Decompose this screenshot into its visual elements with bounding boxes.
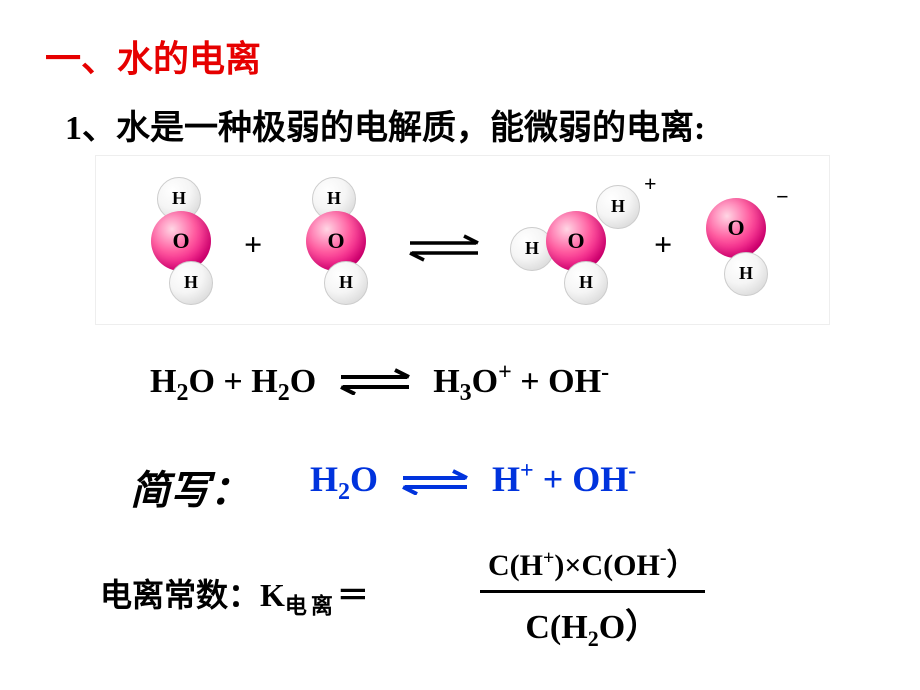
simplify-label: 简写： [130, 458, 250, 516]
eq2-rhs1: H+ [492, 459, 534, 499]
atom-label: O [306, 228, 366, 254]
ionization-constant-label: 电离常数：K电离＝ [100, 570, 369, 620]
plus-icon: + [654, 226, 672, 263]
eq2-plus: + [543, 459, 573, 499]
atom-label: O [546, 228, 606, 254]
equation-full: H2O + H2O H3O+ + OH- [150, 360, 609, 407]
equilibrium-arrow-icon [406, 234, 488, 264]
fraction-numerator: C(H+)×C(OH-） [480, 540, 705, 588]
eq1-rhs2: OH- [548, 363, 609, 400]
atom-label: H [324, 272, 368, 293]
atom-label: H [312, 188, 356, 209]
eq2-lhs: H2O [310, 459, 378, 499]
fraction-bar [480, 590, 705, 593]
const-prefix: 电离常数： [100, 577, 260, 613]
const-K-sub: 电离 [285, 593, 337, 618]
atom-label: H [169, 272, 213, 293]
eq1-lhs1: H2O [150, 363, 215, 400]
charge-plus: + [644, 171, 657, 197]
const-equals: ＝ [337, 577, 369, 613]
ionization-constant-fraction: C(H+)×C(OH-） C(H2O） [480, 540, 705, 652]
equation-simplified: H2O H+ + OH- [310, 458, 636, 506]
atom-label: H [564, 272, 608, 293]
const-K: K [260, 577, 285, 613]
eq1-lhs2: H2O [251, 363, 316, 400]
atom-label: O [706, 215, 766, 241]
atom-label: O [151, 228, 211, 254]
fraction-denominator: C(H2O） [480, 595, 705, 652]
eq1-rhs1: H3O+ [433, 363, 512, 400]
atom-label: H [596, 196, 640, 217]
eq2-rhs2: OH- [572, 459, 636, 499]
equilibrium-arrow-icon [335, 366, 415, 404]
eq1-plus2: + [520, 363, 548, 400]
eq1-plus1: + [223, 363, 251, 400]
plus-icon: + [244, 226, 262, 263]
charge-minus: − [776, 184, 789, 210]
atom-label: H [157, 188, 201, 209]
atom-label: H [724, 263, 768, 284]
section-title: 一、水的电离 [45, 30, 261, 82]
molecular-diagram: HOHHOHHHOH+OH−++ [95, 155, 830, 325]
subtitle-text: 1、水是一种极弱的电解质，能微弱的电离: [65, 100, 705, 149]
equilibrium-arrow-icon [397, 462, 473, 504]
